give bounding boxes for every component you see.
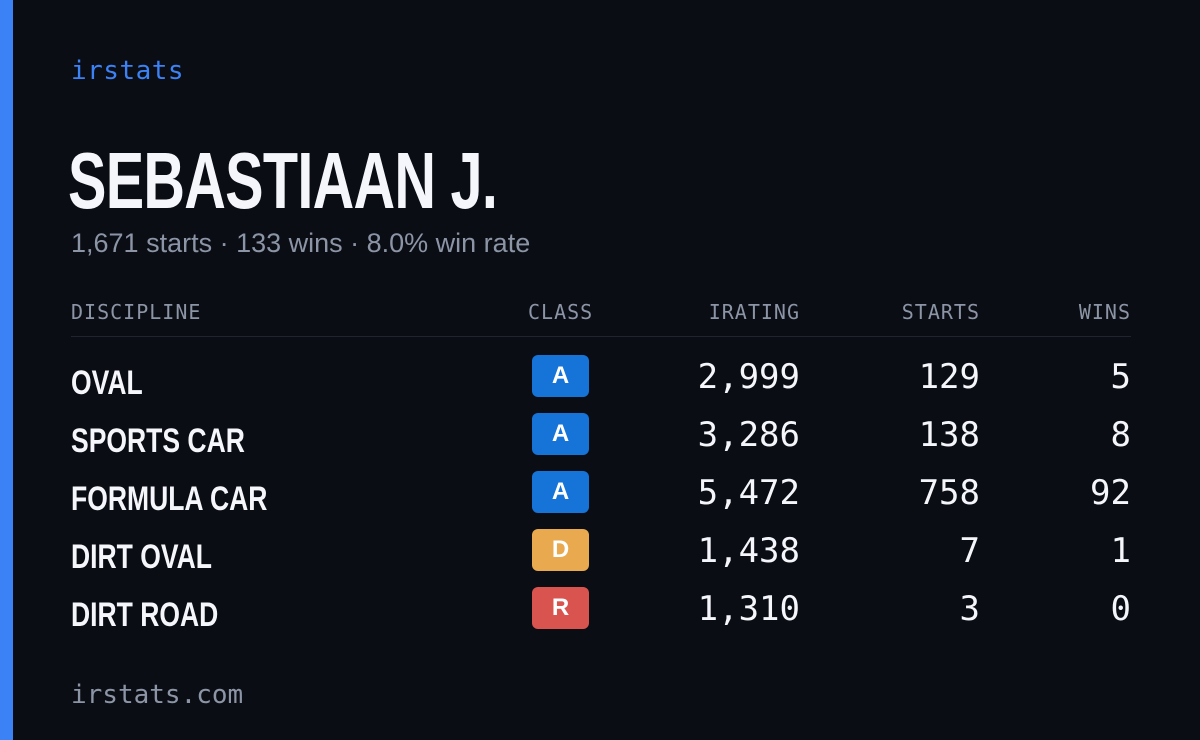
class-badge: D bbox=[532, 529, 589, 571]
discipline-name: SPORTS CAR bbox=[71, 422, 245, 460]
starts-value: 138 bbox=[918, 415, 980, 455]
table-body: OVAL A 2,999 129 5 SPORTS CAR A 3,286 13… bbox=[71, 355, 1131, 645]
header-class: CLASS bbox=[528, 300, 594, 324]
irating-value: 3,286 bbox=[697, 415, 800, 455]
discipline-name: OVAL bbox=[71, 364, 143, 402]
header-wins: WINS bbox=[1078, 300, 1131, 324]
table-header: DISCIPLINE CLASS IRATING STARTS WINS bbox=[71, 296, 1131, 337]
accent-bar bbox=[0, 0, 13, 740]
discipline-name: DIRT ROAD bbox=[71, 596, 219, 634]
table-row: OVAL A 2,999 129 5 bbox=[71, 355, 1131, 413]
starts-value: 7 bbox=[959, 531, 980, 571]
driver-summary: 1,671 starts · 133 wins · 8.0% win rate bbox=[71, 228, 531, 258]
header-irating: IRATING bbox=[708, 300, 800, 324]
starts-value: 3 bbox=[959, 589, 980, 629]
brand-logo: irstats bbox=[71, 56, 185, 86]
class-badge: A bbox=[532, 471, 589, 513]
wins-value: 92 bbox=[1090, 473, 1131, 513]
wins-value: 8 bbox=[1110, 415, 1131, 455]
wins-value: 0 bbox=[1110, 589, 1131, 629]
footer-url: irstats.com bbox=[71, 680, 244, 710]
irating-value: 5,472 bbox=[697, 473, 800, 513]
table-row: DIRT ROAD R 1,310 3 0 bbox=[71, 587, 1131, 645]
starts-value: 129 bbox=[918, 357, 980, 397]
wins-value: 1 bbox=[1110, 531, 1131, 571]
table-row: FORMULA CAR A 5,472 758 92 bbox=[71, 471, 1131, 529]
table-row: DIRT OVAL D 1,438 7 1 bbox=[71, 529, 1131, 587]
class-badge: A bbox=[532, 355, 589, 397]
class-badge: A bbox=[532, 413, 589, 455]
discipline-table: DISCIPLINE CLASS IRATING STARTS WINS OVA… bbox=[71, 296, 1131, 645]
class-badge: R bbox=[532, 587, 589, 629]
discipline-name: DIRT OVAL bbox=[71, 538, 212, 576]
header-discipline: DISCIPLINE bbox=[71, 300, 202, 324]
wins-value: 5 bbox=[1110, 357, 1131, 397]
irating-value: 2,999 bbox=[697, 357, 800, 397]
header-starts: STARTS bbox=[901, 300, 980, 324]
starts-value: 758 bbox=[918, 473, 980, 513]
discipline-name: FORMULA CAR bbox=[71, 480, 268, 518]
irating-value: 1,438 bbox=[697, 531, 800, 571]
table-row: SPORTS CAR A 3,286 138 8 bbox=[71, 413, 1131, 471]
driver-name: SEBASTIAAN J. bbox=[68, 136, 498, 225]
irating-value: 1,310 bbox=[697, 589, 800, 629]
